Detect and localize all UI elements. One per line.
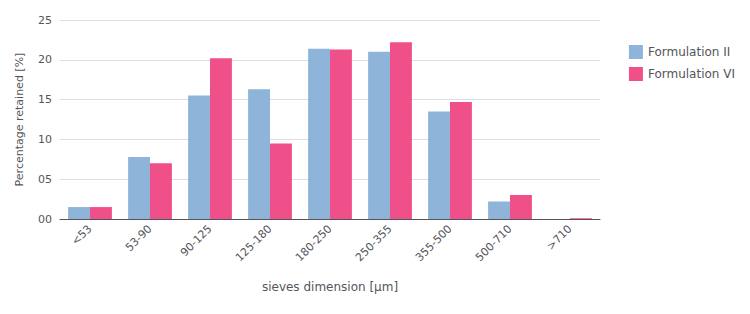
svg-text:<53: <53 (69, 222, 95, 248)
svg-text:15: 15 (38, 93, 52, 106)
svg-text:250-355: 250-355 (353, 222, 395, 264)
svg-text:sieves dimension [μm]: sieves dimension [μm] (262, 280, 398, 294)
svg-text:Percentage retained [%]: Percentage retained [%] (13, 53, 26, 187)
svg-text:90-125: 90-125 (178, 222, 215, 259)
svg-text:05: 05 (38, 173, 52, 186)
svg-text:355-500: 355-500 (413, 222, 455, 264)
svg-text:10: 10 (38, 133, 52, 146)
svg-text:125-180: 125-180 (233, 222, 275, 264)
svg-text:>710: >710 (544, 222, 575, 253)
svg-text:180-250: 180-250 (293, 222, 335, 264)
svg-text:53-90: 53-90 (123, 222, 155, 254)
svg-text:500-710: 500-710 (473, 222, 515, 264)
svg-text:Formulation VI: Formulation VI (648, 67, 735, 81)
svg-text:00: 00 (38, 213, 52, 226)
svg-text:20: 20 (38, 53, 52, 66)
svg-text:25: 25 (38, 14, 52, 27)
svg-text:Formulation II: Formulation II (648, 45, 730, 59)
